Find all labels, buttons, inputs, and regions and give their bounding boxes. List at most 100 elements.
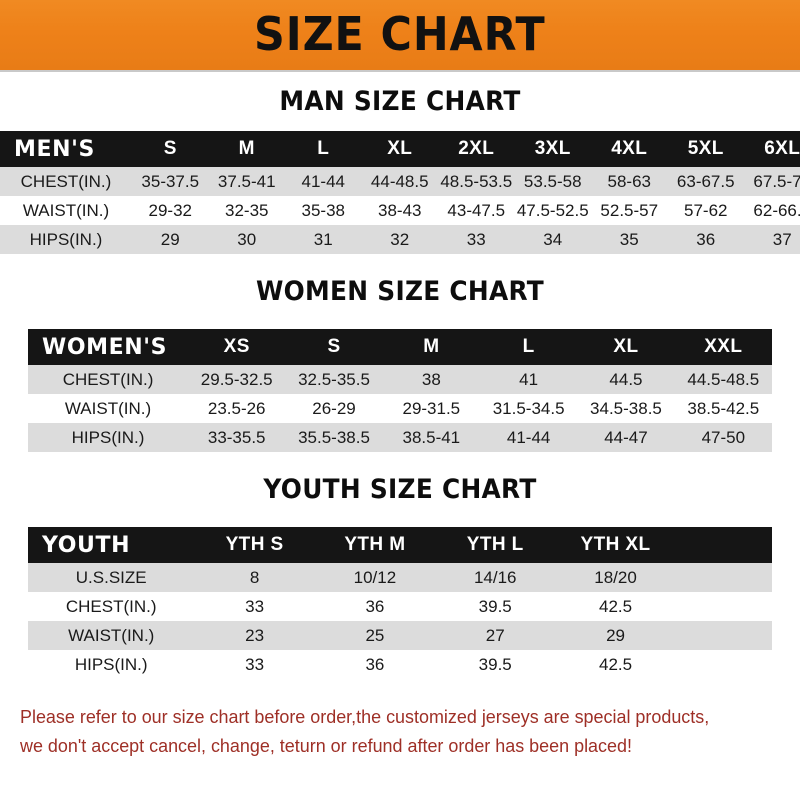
men-size-table: MEN'S S M L XL 2XL 3XL 4XL 5XL 6XL CHEST… [0, 131, 800, 254]
table-row: CHEST(IN.) 35-37.5 37.5-41 41-44 44-48.5… [0, 167, 800, 196]
table-cell: 38 [421, 369, 441, 389]
women-corner-label: WOMEN'S [42, 334, 168, 360]
table-cell: 35-37.5 [141, 171, 200, 191]
table-cell: 32.5-35.5 [298, 369, 370, 389]
women-row-label-chest: CHEST(IN.) [62, 369, 154, 389]
men-col-6xl: 6XL [764, 138, 800, 159]
women-col-xs: XS [223, 336, 250, 357]
table-cell: 52.5-57 [600, 200, 659, 220]
table-cell: 29.5-32.5 [200, 369, 273, 389]
table-cell: 67.5-72 [753, 171, 800, 191]
table-cell: 42.5 [598, 654, 633, 674]
youth-row-label-hips: HIPS(IN.) [74, 654, 148, 674]
table-row: CHEST(IN.) 33 36 39.5 42.5 [28, 592, 772, 621]
table-cell: 44-48.5 [370, 171, 429, 191]
men-row-label-hips: HIPS(IN.) [29, 229, 103, 249]
section-youth: YOUTH SIZE CHART YOUTH YTH S YTH M YTH L… [0, 476, 800, 679]
youth-row-label-waist: WAIST(IN.) [68, 625, 155, 645]
section-women: WOMEN SIZE CHART WOMEN'S XS S M L XL XXL… [0, 278, 800, 452]
table-header-row: WOMEN'S XS S M L XL XXL [28, 329, 772, 365]
table-cell-spacer [676, 592, 772, 621]
youth-section-title: YOUTH SIZE CHART [263, 474, 537, 505]
table-cell: 38.5-41 [402, 427, 461, 447]
table-cell: 34.5-38.5 [590, 398, 662, 418]
men-col-xl: XL [387, 138, 413, 159]
table-cell: 33 [245, 596, 265, 616]
table-row: HIPS(IN.) 33 36 39.5 42.5 [28, 650, 772, 679]
table-cell: 38.5-42.5 [687, 398, 760, 418]
women-col-m: M [423, 336, 440, 357]
youth-row-label-us-size: U.S.SIZE [75, 567, 147, 587]
youth-table-body: U.S.SIZE 8 10/12 14/16 18/20 CHEST(IN.) … [28, 563, 772, 679]
table-cell: 41-44 [301, 171, 345, 191]
table-row: CHEST(IN.) 29.5-32.5 32.5-35.5 38 41 44.… [28, 365, 772, 394]
table-cell: 58-63 [607, 171, 651, 191]
women-col-s: S [327, 336, 341, 357]
men-col-4xl: 4XL [611, 138, 648, 159]
footer-disclaimer-line-1: Please refer to our size chart before or… [20, 706, 710, 727]
men-col-3xl: 3XL [534, 138, 571, 159]
youth-col-m: YTH M [344, 534, 406, 555]
table-row: HIPS(IN.) 29 30 31 32 33 34 35 36 37 [0, 225, 800, 254]
table-cell: 18/20 [594, 567, 637, 587]
table-cell: 47-50 [701, 427, 746, 447]
table-cell: 36 [365, 654, 385, 674]
table-cell: 42.5 [598, 596, 633, 616]
women-size-table: WOMEN'S XS S M L XL XXL CHEST(IN.) 29.5-… [28, 329, 772, 452]
table-cell: 36 [696, 229, 716, 249]
table-row: WAIST(IN.) 23 25 27 29 [28, 621, 772, 650]
men-col-5xl: 5XL [687, 138, 724, 159]
youth-col-xl: YTH XL [580, 534, 651, 555]
table-cell: 30 [237, 229, 257, 249]
men-section-title: MAN SIZE CHART [279, 86, 521, 117]
table-row: HIPS(IN.) 33-35.5 35.5-38.5 38.5-41 41-4… [28, 423, 772, 452]
table-cell: 10/12 [353, 567, 397, 587]
table-cell: 29-32 [148, 200, 192, 220]
men-row-label-chest: CHEST(IN.) [20, 171, 112, 191]
table-cell: 47.5-52.5 [516, 200, 589, 220]
youth-size-table: YOUTH YTH S YTH M YTH L YTH XL U.S.SIZE … [28, 527, 772, 679]
table-cell: 57-62 [684, 200, 728, 220]
women-col-xxl: XXL [704, 336, 743, 357]
men-col-2xl: 2XL [458, 138, 495, 159]
table-cell: 27 [485, 625, 505, 645]
table-cell: 29 [160, 229, 180, 249]
men-row-label-waist: WAIST(IN.) [22, 200, 110, 220]
youth-col-spacer [676, 527, 772, 563]
table-cell: 32-35 [225, 200, 269, 220]
men-col-l: L [317, 138, 330, 159]
table-cell: 8 [249, 567, 260, 587]
table-cell: 26-29 [312, 398, 356, 418]
table-cell: 44.5 [609, 369, 643, 389]
table-cell: 23 [245, 625, 265, 645]
table-cell: 33 [245, 654, 265, 674]
table-cell: 33 [466, 229, 486, 249]
table-cell: 53.5-58 [523, 171, 582, 191]
table-cell-spacer [676, 650, 772, 679]
footer-disclaimer: Please refer to our size chart before or… [20, 703, 757, 760]
table-cell: 37 [772, 229, 792, 249]
table-cell: 44-47 [604, 427, 648, 447]
table-cell-spacer [676, 563, 772, 592]
table-cell: 39.5 [478, 596, 512, 616]
table-cell: 14/16 [473, 567, 517, 587]
women-section-title: WOMEN SIZE CHART [255, 276, 545, 307]
women-col-xl: XL [613, 336, 639, 357]
youth-corner-label: YOUTH [42, 532, 131, 558]
women-col-l: L [522, 336, 535, 357]
table-cell: 36 [365, 596, 385, 616]
table-cell: 41-44 [506, 427, 551, 447]
table-cell: 43-47.5 [447, 200, 506, 220]
table-cell-spacer [676, 621, 772, 650]
youth-col-s: YTH S [225, 534, 284, 555]
section-men: MAN SIZE CHART MEN'S S M L XL 2XL 3XL 4X… [0, 88, 800, 254]
table-cell: 39.5 [478, 654, 512, 674]
women-table-body: CHEST(IN.) 29.5-32.5 32.5-35.5 38 41 44.… [28, 365, 772, 452]
table-cell: 41 [519, 369, 539, 389]
men-col-s: S [163, 138, 177, 159]
youth-table-header: YOUTH YTH S YTH M YTH L YTH XL [28, 527, 772, 563]
table-cell: 63-67.5 [676, 171, 735, 191]
footer-disclaimer-line-2: we don't accept cancel, change, teturn o… [20, 734, 632, 756]
women-row-label-hips: HIPS(IN.) [71, 427, 145, 447]
table-cell: 32 [390, 229, 410, 249]
